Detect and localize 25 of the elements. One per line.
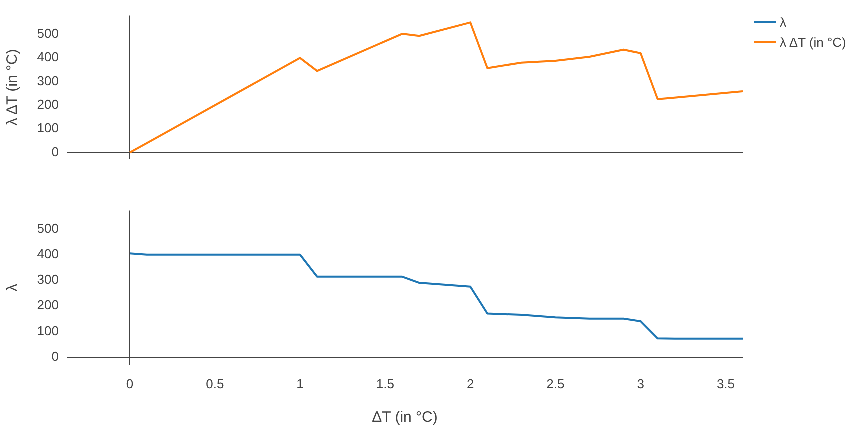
x-tick-label: 0 [126,376,134,392]
y-tick-label: 0 [52,144,59,160]
x-tick-label: 3 [637,376,644,392]
y-tick-label: 100 [37,323,59,338]
legend-label: λ [780,14,786,30]
x-tick-label: 2 [466,376,474,392]
legend-label: λ ΔT (in °C) [780,34,846,50]
y-tick-label: 500 [37,220,59,236]
y-tick-label: 0 [52,348,59,364]
y-tick-label: 300 [37,272,59,288]
x-tick-label: 1 [296,376,304,392]
x-axis-title: ΔT (in °C) [372,409,438,426]
y-tick-label: 500 [37,26,59,42]
x-tick-label: 2.5 [546,376,565,392]
y-tick-label: 200 [37,97,59,112]
y-tick-label: 100 [37,120,59,136]
y-tick-label: 400 [37,246,59,262]
y-axis-title: λ [4,284,22,292]
y-tick-label: 200 [37,298,59,313]
x-tick-label: 0.5 [206,376,224,392]
y-tick-label: 400 [37,50,59,65]
y-axis-title: λ ΔT (in °C) [4,49,22,126]
x-tick-label: 1.5 [376,376,394,392]
y-tick-label: 300 [37,73,59,88]
x-tick-label: 3.5 [716,376,736,392]
